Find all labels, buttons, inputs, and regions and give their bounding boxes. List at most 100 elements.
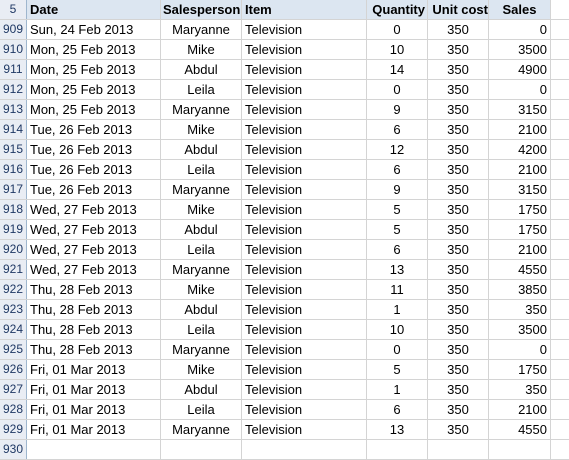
empty-cell[interactable] bbox=[551, 80, 569, 99]
salesperson-cell[interactable]: Leila bbox=[161, 160, 242, 179]
sales-cell[interactable]: 2100 bbox=[489, 400, 551, 419]
salesperson-cell[interactable]: Maryanne bbox=[161, 20, 242, 39]
row-header[interactable]: 922 bbox=[0, 280, 27, 299]
date-cell[interactable]: Wed, 27 Feb 2013 bbox=[27, 220, 161, 239]
sales-cell[interactable]: 2100 bbox=[489, 240, 551, 259]
unit-cost-cell[interactable]: 350 bbox=[428, 220, 489, 239]
empty-cell[interactable] bbox=[551, 20, 569, 39]
sales-cell[interactable]: 0 bbox=[489, 340, 551, 359]
empty-cell[interactable] bbox=[551, 260, 569, 279]
sales-cell[interactable]: 2100 bbox=[489, 120, 551, 139]
salesperson-cell[interactable]: Maryanne bbox=[161, 100, 242, 119]
sales-cell[interactable]: 2100 bbox=[489, 160, 551, 179]
item-cell[interactable]: Television bbox=[242, 400, 367, 419]
unit-cost-cell[interactable]: 350 bbox=[428, 180, 489, 199]
salesperson-cell[interactable]: Abdul bbox=[161, 60, 242, 79]
empty-cell[interactable] bbox=[551, 100, 569, 119]
empty-cell[interactable] bbox=[489, 440, 551, 459]
date-cell[interactable]: Wed, 27 Feb 2013 bbox=[27, 240, 161, 259]
unit-cost-cell[interactable]: 350 bbox=[428, 260, 489, 279]
quantity-cell[interactable]: 10 bbox=[367, 320, 428, 339]
quantity-cell[interactable]: 6 bbox=[367, 400, 428, 419]
item-cell[interactable]: Television bbox=[242, 360, 367, 379]
sales-cell[interactable]: 4550 bbox=[489, 260, 551, 279]
date-cell[interactable]: Tue, 26 Feb 2013 bbox=[27, 160, 161, 179]
empty-cell[interactable] bbox=[551, 160, 569, 179]
row-header[interactable]: 915 bbox=[0, 140, 27, 159]
salesperson-cell[interactable]: Leila bbox=[161, 400, 242, 419]
unit-cost-cell[interactable]: 350 bbox=[428, 80, 489, 99]
date-cell[interactable]: Fri, 01 Mar 2013 bbox=[27, 400, 161, 419]
row-header[interactable]: 914 bbox=[0, 120, 27, 139]
item-cell[interactable]: Television bbox=[242, 60, 367, 79]
empty-cell[interactable] bbox=[551, 40, 569, 59]
row-header[interactable]: 923 bbox=[0, 300, 27, 319]
quantity-cell[interactable]: 10 bbox=[367, 40, 428, 59]
row-header[interactable]: 916 bbox=[0, 160, 27, 179]
item-cell[interactable]: Television bbox=[242, 200, 367, 219]
row-header[interactable]: 909 bbox=[0, 20, 27, 39]
quantity-cell[interactable]: 14 bbox=[367, 60, 428, 79]
row-header[interactable]: 927 bbox=[0, 380, 27, 399]
unit-cost-cell[interactable]: 350 bbox=[428, 100, 489, 119]
salesperson-cell[interactable]: Abdul bbox=[161, 220, 242, 239]
unit-cost-cell[interactable]: 350 bbox=[428, 20, 489, 39]
quantity-cell[interactable]: 1 bbox=[367, 380, 428, 399]
row-header[interactable]: 921 bbox=[0, 260, 27, 279]
row-header[interactable]: 929 bbox=[0, 420, 27, 439]
salesperson-cell[interactable]: Abdul bbox=[161, 300, 242, 319]
empty-cell[interactable] bbox=[551, 320, 569, 339]
row-header[interactable]: 910 bbox=[0, 40, 27, 59]
empty-cell[interactable] bbox=[551, 240, 569, 259]
unit-cost-cell[interactable]: 350 bbox=[428, 320, 489, 339]
sales-cell[interactable]: 3850 bbox=[489, 280, 551, 299]
date-cell[interactable]: Mon, 25 Feb 2013 bbox=[27, 40, 161, 59]
column-header-quantity[interactable]: Quantity bbox=[367, 0, 428, 19]
unit-cost-cell[interactable]: 350 bbox=[428, 280, 489, 299]
empty-cell[interactable] bbox=[551, 340, 569, 359]
date-cell[interactable]: Tue, 26 Feb 2013 bbox=[27, 120, 161, 139]
salesperson-cell[interactable]: Maryanne bbox=[161, 260, 242, 279]
salesperson-cell[interactable]: Leila bbox=[161, 80, 242, 99]
empty-cell[interactable] bbox=[242, 440, 367, 459]
item-cell[interactable]: Television bbox=[242, 80, 367, 99]
date-cell[interactable]: Mon, 25 Feb 2013 bbox=[27, 80, 161, 99]
salesperson-cell[interactable]: Maryanne bbox=[161, 420, 242, 439]
item-cell[interactable]: Television bbox=[242, 20, 367, 39]
unit-cost-cell[interactable]: 350 bbox=[428, 40, 489, 59]
date-cell[interactable]: Wed, 27 Feb 2013 bbox=[27, 260, 161, 279]
empty-cell[interactable] bbox=[551, 0, 569, 19]
empty-cell[interactable] bbox=[551, 140, 569, 159]
unit-cost-cell[interactable]: 350 bbox=[428, 140, 489, 159]
item-cell[interactable]: Television bbox=[242, 40, 367, 59]
sales-cell[interactable]: 0 bbox=[489, 20, 551, 39]
quantity-cell[interactable]: 6 bbox=[367, 160, 428, 179]
date-cell[interactable]: Mon, 25 Feb 2013 bbox=[27, 60, 161, 79]
salesperson-cell[interactable]: Leila bbox=[161, 240, 242, 259]
date-cell[interactable]: Mon, 25 Feb 2013 bbox=[27, 100, 161, 119]
empty-cell[interactable] bbox=[551, 300, 569, 319]
item-cell[interactable]: Television bbox=[242, 140, 367, 159]
empty-cell[interactable] bbox=[551, 120, 569, 139]
column-header-sales[interactable]: Sales bbox=[489, 0, 551, 19]
empty-cell[interactable] bbox=[551, 420, 569, 439]
item-cell[interactable]: Television bbox=[242, 320, 367, 339]
unit-cost-cell[interactable]: 350 bbox=[428, 300, 489, 319]
salesperson-cell[interactable]: Mike bbox=[161, 200, 242, 219]
empty-cell[interactable] bbox=[428, 440, 489, 459]
sales-cell[interactable]: 4200 bbox=[489, 140, 551, 159]
date-cell[interactable]: Fri, 01 Mar 2013 bbox=[27, 360, 161, 379]
date-cell[interactable]: Thu, 28 Feb 2013 bbox=[27, 280, 161, 299]
unit-cost-cell[interactable]: 350 bbox=[428, 120, 489, 139]
sales-cell[interactable]: 3150 bbox=[489, 100, 551, 119]
row-header[interactable]: 924 bbox=[0, 320, 27, 339]
unit-cost-cell[interactable]: 350 bbox=[428, 400, 489, 419]
item-cell[interactable]: Television bbox=[242, 160, 367, 179]
unit-cost-cell[interactable]: 350 bbox=[428, 420, 489, 439]
column-header-item[interactable]: Item bbox=[242, 0, 367, 19]
salesperson-cell[interactable]: Leila bbox=[161, 320, 242, 339]
row-header[interactable]: 913 bbox=[0, 100, 27, 119]
empty-cell[interactable] bbox=[551, 360, 569, 379]
salesperson-cell[interactable]: Mike bbox=[161, 280, 242, 299]
sales-cell[interactable]: 1750 bbox=[489, 200, 551, 219]
